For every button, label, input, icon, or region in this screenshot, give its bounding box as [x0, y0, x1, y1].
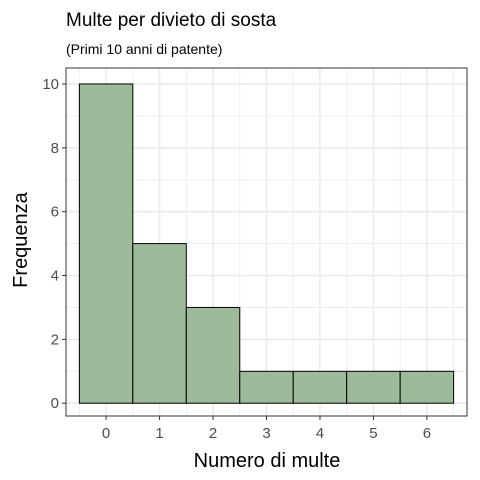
axis-ticks: 0 2 4 6 8 10 0 1 2 3 4 5 6 [42, 76, 431, 442]
y-axis-title: Frequenza [10, 191, 32, 287]
chart-title: Multe per divieto di sosta [66, 10, 277, 31]
x-tick-label: 4 [316, 425, 324, 442]
y-tick-label: 4 [51, 268, 59, 285]
y-tick-label: 8 [51, 140, 59, 157]
x-axis-title: Numero di multe [194, 450, 341, 472]
chart-subtitle: (Primi 10 anni di patente) [66, 41, 222, 57]
y-tick-label: 6 [51, 204, 59, 221]
bar-4 [292, 370, 348, 404]
bar-1 [132, 243, 187, 404]
bar-0 [78, 83, 134, 404]
x-tick-label: 6 [423, 425, 431, 442]
bar-2 [185, 306, 241, 404]
y-tick-label: 0 [51, 395, 59, 412]
x-tick-label: 0 [102, 425, 110, 442]
x-tick-label: 2 [209, 425, 217, 442]
y-tick-label: 10 [42, 76, 59, 93]
y-tick-label: 2 [51, 331, 59, 348]
bar-3 [239, 370, 294, 404]
bar-5 [346, 370, 401, 404]
bars [78, 83, 455, 404]
x-tick-label: 5 [369, 425, 377, 442]
x-tick-label: 1 [155, 425, 163, 442]
x-tick-label: 3 [262, 425, 270, 442]
bar-6 [399, 370, 455, 404]
